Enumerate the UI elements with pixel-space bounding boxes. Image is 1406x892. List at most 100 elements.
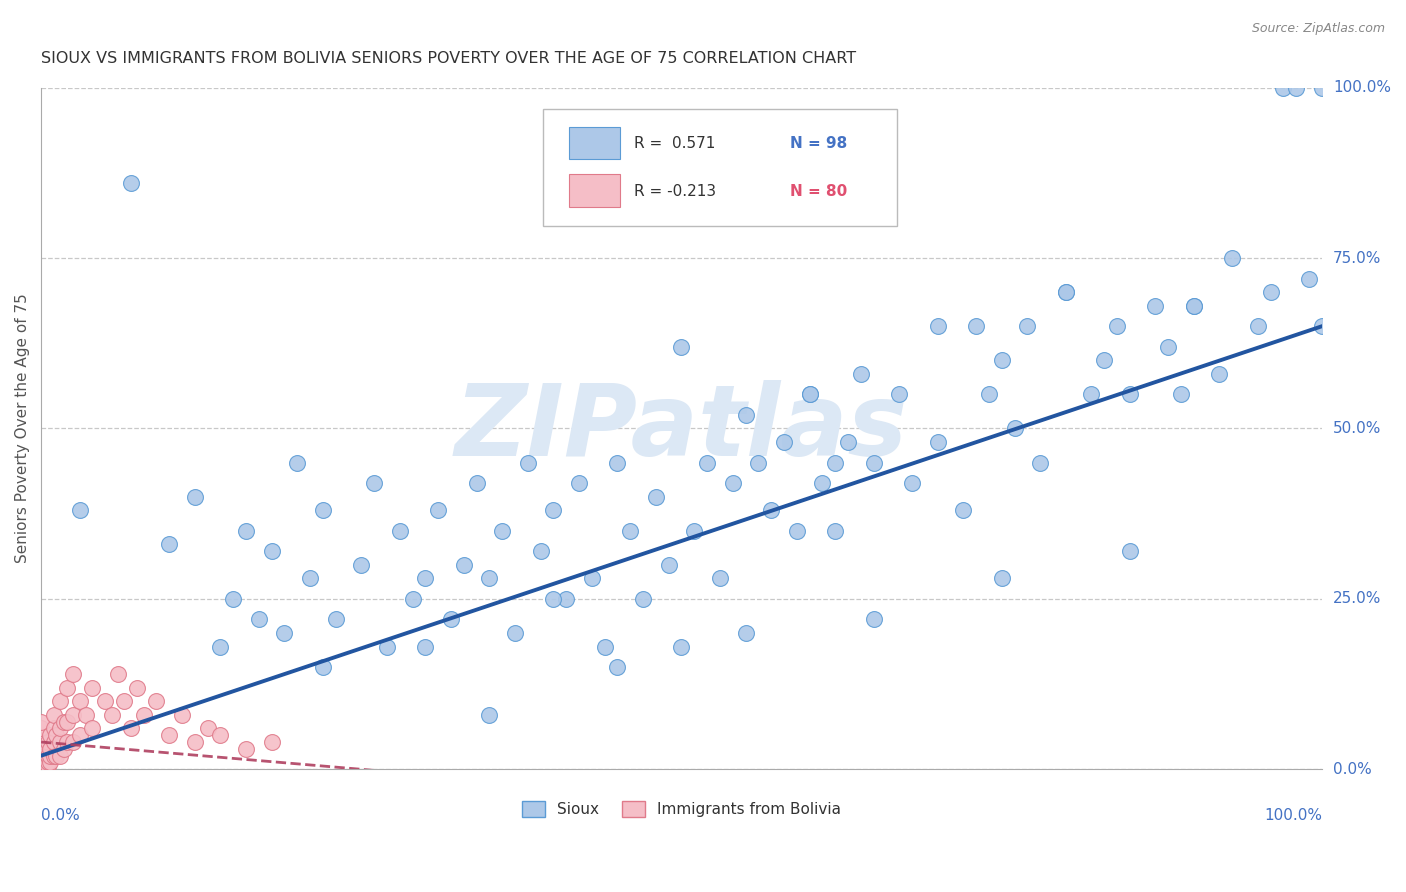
Point — [671, 640, 693, 654]
Point — [49, 735, 72, 749]
Point — [30, 759, 52, 773]
Point — [1029, 456, 1052, 470]
Point — [811, 476, 834, 491]
Point — [49, 694, 72, 708]
Point — [427, 503, 450, 517]
Point — [49, 748, 72, 763]
Point — [132, 707, 155, 722]
Text: ZIPatlas: ZIPatlas — [456, 380, 908, 477]
Point — [773, 435, 796, 450]
Point — [30, 762, 52, 776]
Point — [53, 742, 76, 756]
Point — [30, 762, 52, 776]
Point — [977, 387, 1000, 401]
Point — [721, 476, 744, 491]
Point — [631, 591, 654, 606]
Point — [30, 742, 52, 756]
Point — [37, 756, 59, 770]
Point — [39, 742, 62, 756]
Point — [1260, 285, 1282, 300]
Point — [235, 524, 257, 538]
Point — [100, 707, 122, 722]
Point — [516, 456, 538, 470]
Point — [952, 503, 974, 517]
Point — [184, 735, 207, 749]
Point — [478, 707, 501, 722]
Text: R = -0.213: R = -0.213 — [634, 184, 716, 199]
Point — [799, 387, 821, 401]
Point — [709, 571, 731, 585]
Point — [273, 626, 295, 640]
Point — [1220, 251, 1243, 265]
Point — [285, 456, 308, 470]
Point — [30, 752, 52, 766]
Point — [42, 722, 65, 736]
Point — [30, 735, 52, 749]
Point — [350, 558, 373, 572]
Point — [107, 666, 129, 681]
Point — [734, 408, 756, 422]
Text: 75.0%: 75.0% — [1333, 251, 1381, 266]
Bar — [569, 127, 620, 160]
Point — [671, 340, 693, 354]
Point — [1004, 421, 1026, 435]
Point — [235, 742, 257, 756]
Point — [82, 722, 104, 736]
Point — [30, 762, 52, 776]
Point — [69, 694, 91, 708]
Point — [696, 456, 718, 470]
Point — [1298, 271, 1320, 285]
Point — [39, 756, 62, 770]
Point — [543, 591, 565, 606]
Point — [530, 544, 553, 558]
Point — [62, 666, 84, 681]
Point — [889, 387, 911, 401]
Point — [120, 722, 142, 736]
Point — [824, 456, 846, 470]
Point — [1208, 367, 1230, 381]
Point — [37, 748, 59, 763]
Point — [30, 745, 52, 759]
Point — [45, 728, 67, 742]
Point — [1182, 299, 1205, 313]
Point — [1310, 319, 1333, 334]
Point — [34, 748, 56, 763]
Point — [1119, 387, 1142, 401]
Point — [30, 762, 52, 776]
Point — [415, 571, 437, 585]
Point — [581, 571, 603, 585]
Text: N = 80: N = 80 — [790, 184, 848, 199]
Y-axis label: Seniors Poverty Over the Age of 75: Seniors Poverty Over the Age of 75 — [15, 293, 30, 564]
Point — [112, 694, 135, 708]
Point — [62, 707, 84, 722]
Point — [1157, 340, 1180, 354]
Point — [34, 762, 56, 776]
Point — [170, 707, 193, 722]
Point — [184, 490, 207, 504]
Point — [478, 571, 501, 585]
Point — [30, 762, 52, 776]
Point — [606, 660, 628, 674]
Point — [157, 728, 180, 742]
Point — [55, 714, 77, 729]
Point — [120, 176, 142, 190]
Point — [658, 558, 681, 572]
Point — [30, 762, 52, 776]
Point — [30, 728, 52, 742]
Text: N = 98: N = 98 — [790, 136, 848, 151]
Point — [53, 714, 76, 729]
Point — [1119, 544, 1142, 558]
Text: 25.0%: 25.0% — [1333, 591, 1381, 607]
Point — [312, 503, 335, 517]
Text: 50.0%: 50.0% — [1333, 421, 1381, 436]
Point — [260, 735, 283, 749]
Point — [55, 735, 77, 749]
Point — [824, 524, 846, 538]
Point — [39, 728, 62, 742]
Point — [30, 762, 52, 776]
Point — [299, 571, 322, 585]
Title: SIOUX VS IMMIGRANTS FROM BOLIVIA SENIORS POVERTY OVER THE AGE OF 75 CORRELATION : SIOUX VS IMMIGRANTS FROM BOLIVIA SENIORS… — [41, 51, 856, 66]
Point — [30, 735, 52, 749]
Point — [75, 707, 97, 722]
Point — [927, 319, 949, 334]
